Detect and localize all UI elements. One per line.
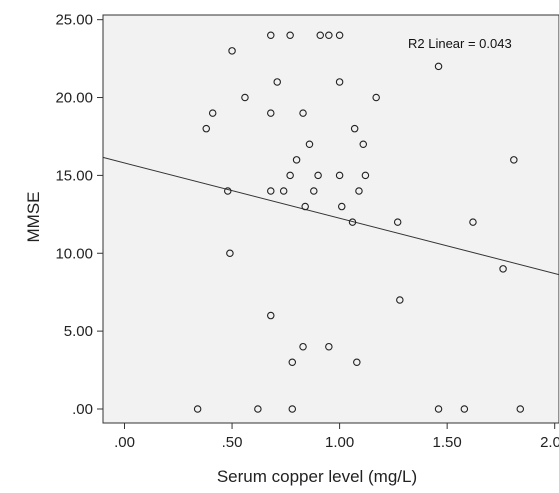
x-tick-label: 1.00 — [325, 434, 354, 451]
y-tick-label: 10.00 — [55, 245, 93, 262]
data-point — [292, 156, 301, 164]
data-point — [254, 405, 262, 413]
data-point — [499, 265, 507, 273]
data-point — [353, 358, 361, 367]
data-point — [372, 93, 380, 102]
plot-area — [102, 14, 559, 424]
x-tick-label: .00 — [114, 434, 135, 451]
data-points — [193, 31, 525, 413]
x-tick-label: .50 — [222, 434, 243, 451]
data-point — [348, 218, 357, 226]
data-point — [396, 296, 404, 304]
y-axis-label: MMSE — [24, 192, 43, 243]
data-point — [267, 31, 275, 39]
data-point — [286, 31, 294, 39]
data-point — [226, 249, 234, 258]
x-axis-label: Serum copper level (mg/L) — [217, 467, 417, 486]
data-point — [469, 218, 477, 226]
data-point — [434, 62, 443, 71]
data-point — [193, 405, 202, 413]
x-axis: .00 .50 1.00 1.50 2.00 — [114, 423, 559, 451]
data-point — [338, 202, 346, 211]
data-point — [273, 78, 281, 86]
data-point — [460, 405, 469, 413]
data-point — [316, 31, 324, 39]
data-point — [228, 47, 236, 55]
data-point — [224, 187, 232, 195]
data-point — [241, 93, 249, 102]
data-point — [299, 342, 307, 351]
data-point — [350, 124, 359, 133]
data-point — [361, 171, 370, 180]
data-point — [359, 140, 368, 149]
data-point — [314, 171, 322, 180]
data-point — [516, 405, 525, 413]
data-point — [335, 78, 344, 86]
data-point — [393, 218, 402, 226]
data-point — [335, 31, 344, 39]
x-tick-label: 1.50 — [433, 434, 462, 451]
data-point — [288, 358, 297, 367]
data-point — [301, 202, 309, 211]
data-point — [335, 171, 344, 180]
data-point — [202, 124, 210, 133]
y-tick-label: 20.00 — [55, 90, 93, 107]
y-axis: .00 5.00 10.00 15.00 20.00 25.00 — [55, 12, 103, 418]
data-point — [299, 109, 307, 117]
data-point — [288, 405, 297, 413]
data-point — [355, 187, 363, 195]
data-point — [310, 187, 318, 195]
data-point — [325, 31, 333, 39]
y-tick-label: .00 — [72, 401, 93, 418]
data-point — [434, 405, 443, 413]
data-point — [267, 187, 275, 195]
x-tick-label: 2.00 — [540, 434, 559, 451]
data-point — [325, 342, 333, 351]
data-point — [267, 109, 275, 117]
data-point — [267, 311, 275, 320]
data-point — [305, 140, 314, 149]
data-point — [208, 109, 217, 117]
data-point — [286, 171, 294, 180]
y-tick-label: 25.00 — [55, 12, 93, 29]
data-point — [510, 156, 518, 164]
data-point — [279, 187, 288, 195]
regression-line — [102, 156, 559, 276]
y-tick-label: 5.00 — [64, 323, 93, 340]
y-tick-label: 15.00 — [55, 167, 93, 184]
r2-annotation: R2 Linear = 0.043 — [408, 36, 512, 51]
